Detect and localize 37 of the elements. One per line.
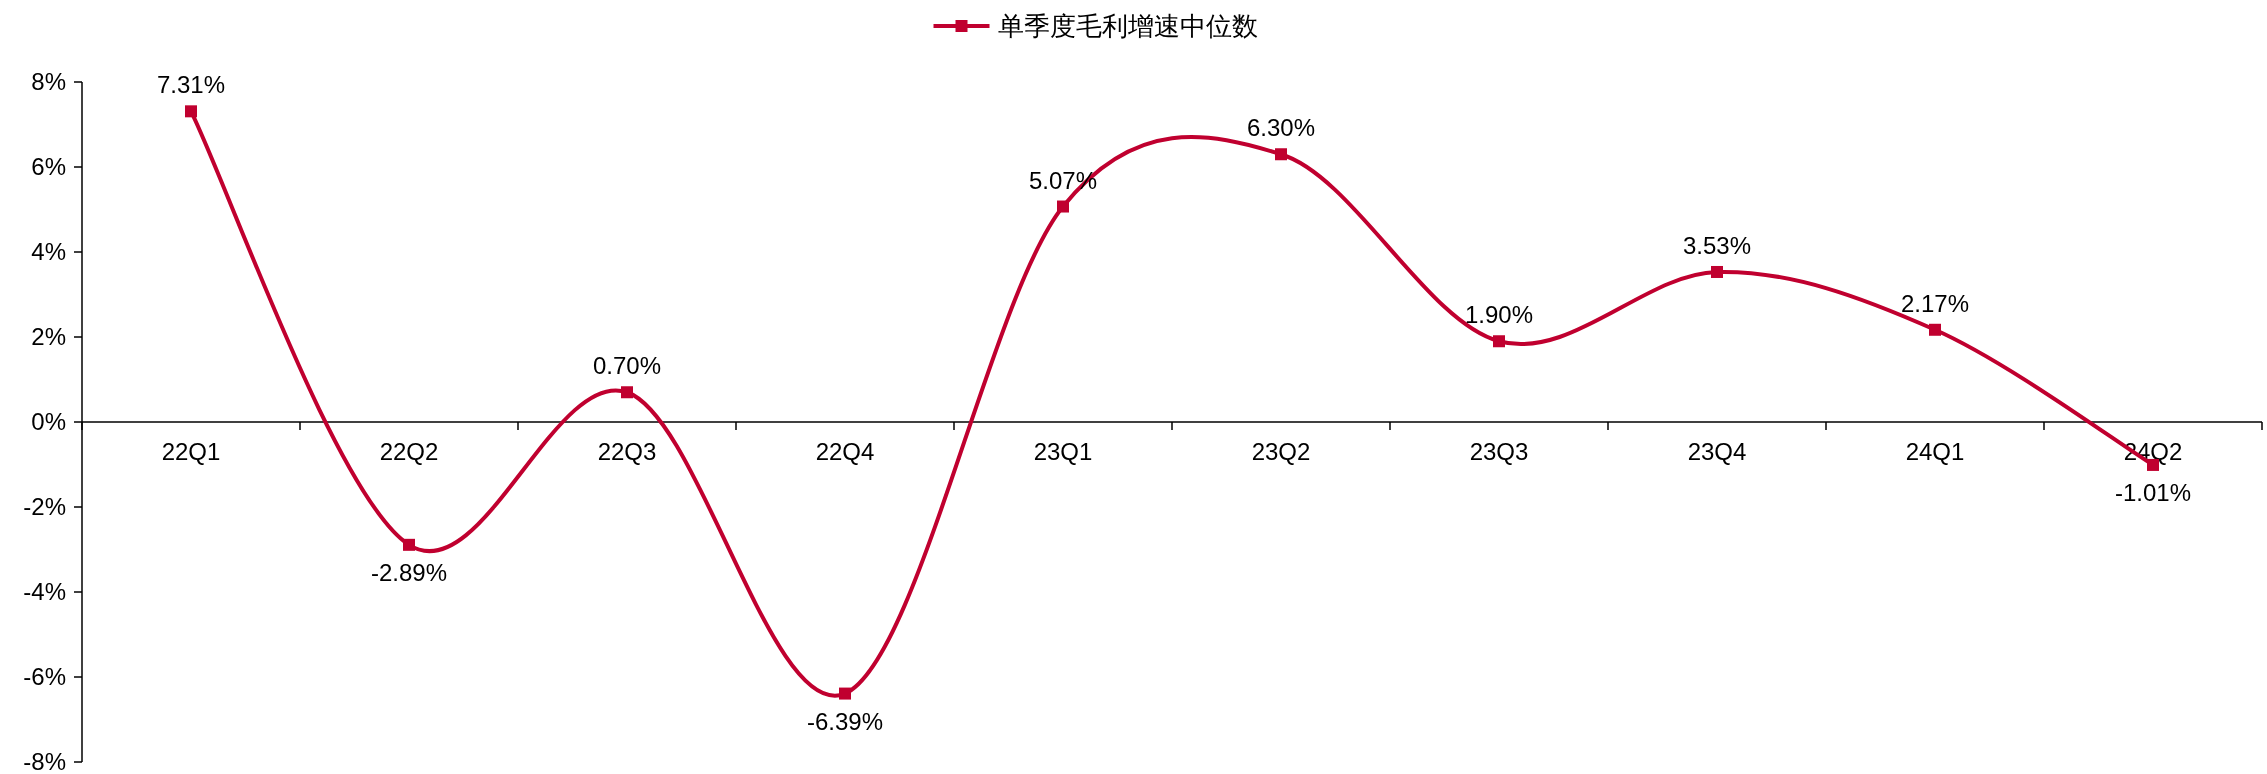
x-tick-label: 22Q1 bbox=[161, 438, 221, 465]
point bbox=[403, 538, 415, 551]
point bbox=[185, 105, 197, 118]
point bbox=[1493, 335, 1505, 348]
x-tick-label: 22Q3 bbox=[597, 438, 657, 465]
data-label: 6.30% bbox=[1246, 114, 1316, 142]
point bbox=[1929, 323, 1941, 336]
y-tick-label: -4% bbox=[23, 578, 66, 605]
data-label: 7.31% bbox=[156, 71, 226, 99]
x-tick-label: 23Q3 bbox=[1469, 438, 1529, 465]
data-label: 1.90% bbox=[1464, 301, 1534, 329]
legend-label: 单季度毛利增速中位数 bbox=[997, 11, 1258, 41]
x-tick-label: 23Q4 bbox=[1687, 438, 1747, 465]
x-tick-label: 23Q2 bbox=[1251, 438, 1311, 465]
y-tick-label: -8% bbox=[23, 748, 66, 774]
y-tick-label: 6% bbox=[31, 153, 66, 180]
point bbox=[621, 386, 633, 399]
x-tick-label: 22Q4 bbox=[815, 438, 875, 465]
data-label: -2.89% bbox=[370, 558, 448, 586]
point bbox=[1057, 200, 1069, 213]
x-tick-label: 23Q1 bbox=[1033, 438, 1093, 465]
data-label: -1.01% bbox=[2114, 478, 2192, 506]
point bbox=[1275, 148, 1287, 161]
y-tick-label: -6% bbox=[23, 663, 66, 690]
data-label: 3.53% bbox=[1682, 231, 1752, 259]
point bbox=[1711, 265, 1723, 278]
y-tick-label: 4% bbox=[31, 238, 66, 265]
y-tick-label: 2% bbox=[31, 323, 66, 350]
data-label: 2.17% bbox=[1900, 289, 1970, 317]
data-label: 0.70% bbox=[592, 352, 662, 380]
data-label: -6.39% bbox=[806, 707, 884, 735]
x-tick-label: 24Q1 bbox=[1905, 438, 1965, 465]
y-tick-label: -2% bbox=[23, 493, 66, 520]
x-tick-label: 22Q2 bbox=[379, 438, 439, 465]
point bbox=[839, 687, 851, 700]
y-tick-label: 8% bbox=[31, 68, 66, 95]
y-tick-label: 0% bbox=[31, 408, 66, 435]
